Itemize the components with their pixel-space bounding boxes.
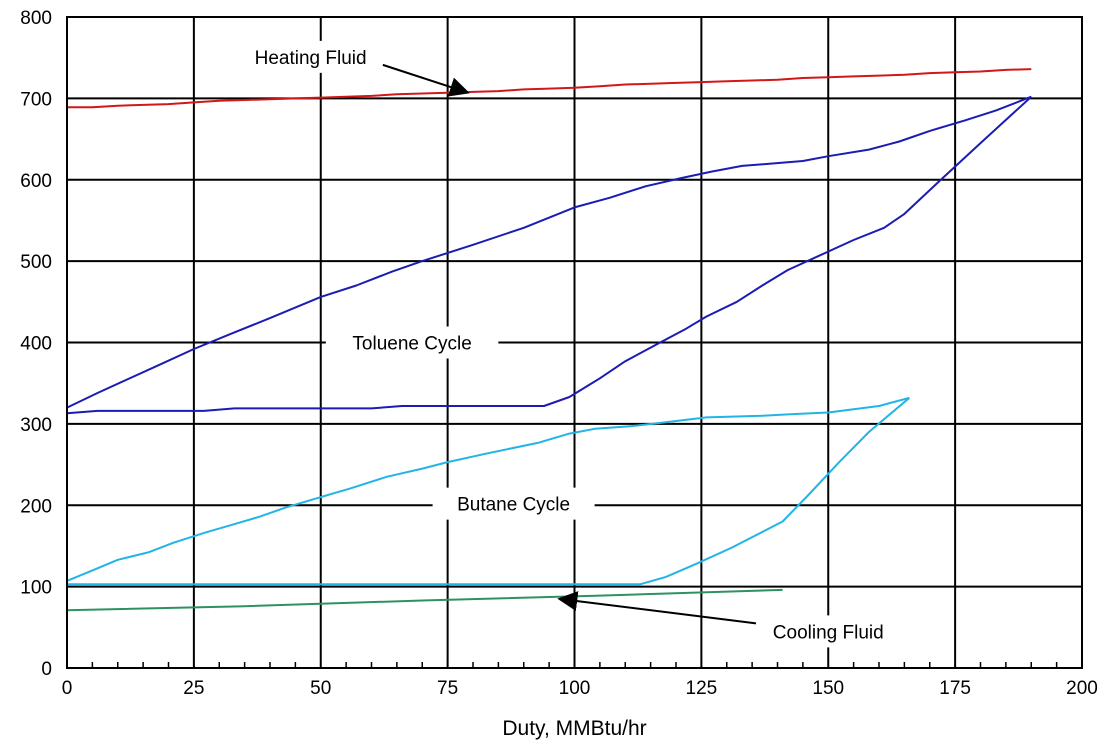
y-tick-label: 800	[20, 8, 52, 29]
annotation-background	[432, 487, 595, 520]
annotation-label: Heating Fluid	[255, 48, 367, 69]
x-axis-title: Duty, MMBtu/hr	[502, 717, 646, 740]
series-line-6	[66, 588, 783, 612]
y-tick-label: 100	[20, 578, 52, 599]
series-line-3	[66, 95, 1032, 415]
annotation-background	[224, 40, 397, 73]
y-tick-label: 400	[20, 334, 52, 355]
annotation-arrow	[382, 63, 470, 97]
x-tick-label: 150	[812, 678, 844, 699]
annotations: Heating Fluid Toluene Cycle Butane Cycle Co…	[224, 40, 915, 648]
y-tick-label: 0	[41, 659, 52, 680]
x-tick-label: 0	[62, 678, 73, 699]
x-tick-label: 200	[1066, 678, 1098, 699]
x-tick-label: 175	[939, 678, 971, 699]
x-axis-tick-labels: 0 25 50 75 100 125 150 175 200	[62, 678, 1098, 699]
plot-frame	[66, 16, 1083, 669]
data-series	[66, 68, 1032, 612]
annotation-label: Toluene Cycle	[352, 334, 471, 355]
x-tick-label: 25	[183, 678, 204, 699]
annotation-label: Cooling Fluid	[773, 622, 884, 643]
annotation-label: Butane Cycle	[457, 495, 570, 516]
grid-lines	[67, 17, 1082, 668]
series-line-2	[66, 95, 1032, 409]
annotation-background	[325, 326, 499, 359]
annotation-background	[742, 615, 915, 648]
x-tick-label: 100	[559, 678, 591, 699]
y-tick-label: 600	[20, 171, 52, 192]
x-tick-label: 75	[437, 678, 458, 699]
y-axis-tick-labels: 0 100 200 300 400 500 600 700 800	[20, 8, 52, 680]
series-line-4	[66, 396, 910, 582]
y-tick-label: 500	[20, 252, 52, 273]
y-tick-label: 300	[20, 415, 52, 436]
series-line-1	[67, 68, 1032, 109]
y-tick-label: 200	[20, 496, 52, 517]
x-tick-label: 125	[686, 678, 718, 699]
x-tick-label: 50	[310, 678, 331, 699]
annotation-arrow	[557, 591, 757, 625]
series-line-5	[67, 397, 911, 586]
y-tick-label: 700	[20, 89, 52, 110]
